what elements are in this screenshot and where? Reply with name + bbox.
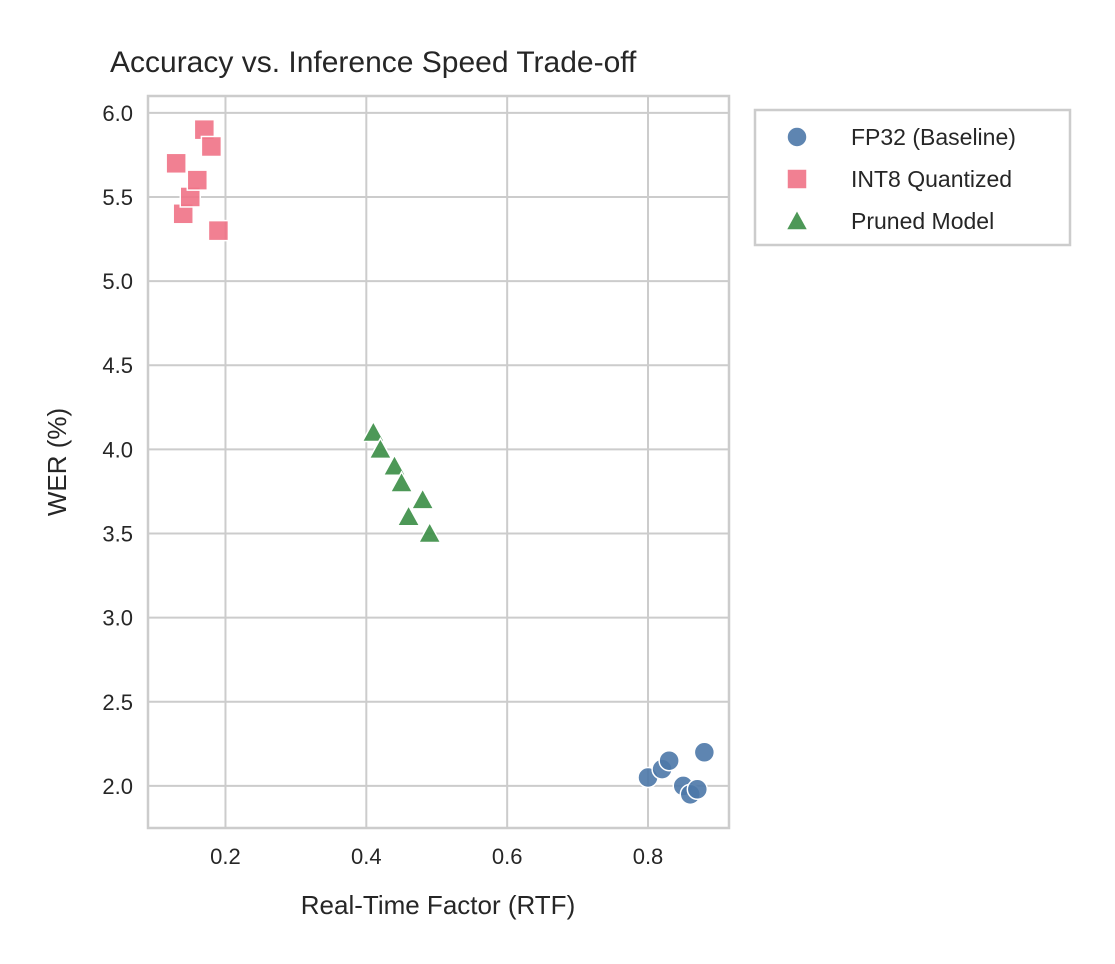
data-point bbox=[658, 749, 680, 772]
data-point bbox=[396, 504, 421, 527]
series-circle bbox=[637, 741, 716, 806]
y-tick-labels: 2.0 2.5 3.0 3.5 4.0 4.5 5.0 5.5 6.0 bbox=[102, 101, 133, 799]
x-tick-label: 0.4 bbox=[351, 844, 382, 869]
legend-marker bbox=[786, 126, 808, 148]
plot-frame bbox=[146, 94, 731, 830]
legend-marker bbox=[784, 208, 810, 231]
y-axis-label: WER (%) bbox=[42, 408, 72, 516]
y-tick-label: 2.5 bbox=[102, 690, 133, 715]
y-tick-label: 3.0 bbox=[102, 606, 133, 631]
data-point bbox=[186, 169, 209, 191]
series-square bbox=[165, 118, 230, 242]
y-tick-label: 4.0 bbox=[102, 437, 133, 462]
data-point bbox=[207, 219, 230, 242]
legend-marker bbox=[786, 168, 808, 190]
y-tick-label: 4.5 bbox=[102, 353, 133, 378]
y-tick-label: 5.0 bbox=[102, 269, 133, 294]
data-point bbox=[417, 520, 442, 544]
x-axis-label: Real-Time Factor (RTF) bbox=[301, 890, 575, 920]
data-point bbox=[686, 778, 709, 801]
data-point bbox=[410, 487, 435, 510]
data-points bbox=[165, 118, 716, 806]
data-point bbox=[165, 152, 187, 175]
x-tick-label: 0.8 bbox=[633, 844, 664, 869]
x-tick-labels: 0.2 0.4 0.6 0.8 bbox=[210, 844, 663, 869]
series-triangle bbox=[361, 419, 442, 544]
x-tick-label: 0.2 bbox=[210, 844, 241, 869]
x-tick-label: 0.6 bbox=[492, 844, 523, 869]
y-tick-label: 3.5 bbox=[102, 522, 133, 547]
legend-label: INT8 Quantized bbox=[851, 166, 1012, 192]
data-point bbox=[693, 741, 716, 764]
data-point bbox=[368, 436, 393, 460]
data-point bbox=[200, 135, 223, 158]
data-point bbox=[361, 419, 386, 443]
data-point bbox=[389, 470, 414, 493]
grid-lines bbox=[148, 96, 729, 828]
y-tick-label: 5.5 bbox=[102, 185, 133, 210]
legend-label: FP32 (Baseline) bbox=[851, 124, 1016, 150]
chart-title: Accuracy vs. Inference Speed Trade-off bbox=[110, 46, 637, 79]
legend: FP32 (Baseline) INT8 Quantized Pruned Mode… bbox=[753, 108, 1072, 247]
y-tick-label: 2.0 bbox=[102, 774, 133, 799]
data-point bbox=[382, 453, 407, 476]
legend-label: Pruned Model bbox=[851, 208, 994, 234]
y-tick-label: 6.0 bbox=[102, 101, 133, 126]
